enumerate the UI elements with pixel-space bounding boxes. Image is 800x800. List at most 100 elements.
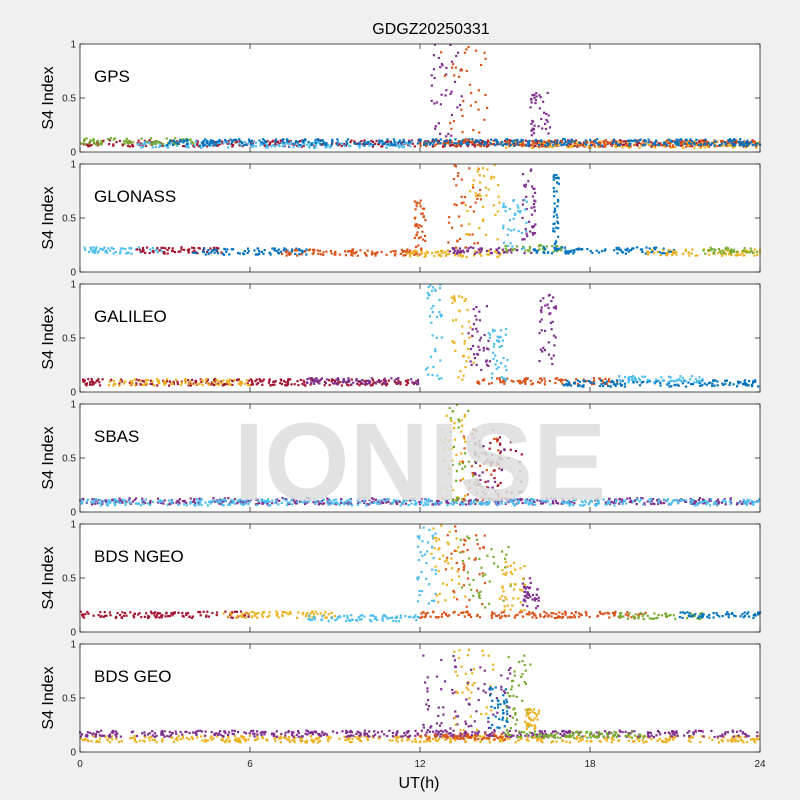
data-point bbox=[461, 114, 464, 117]
data-point bbox=[569, 250, 572, 253]
data-point bbox=[518, 611, 521, 614]
data-point bbox=[506, 139, 510, 142]
data-point bbox=[392, 138, 395, 141]
data-point bbox=[250, 139, 254, 142]
data-point bbox=[460, 452, 463, 455]
data-point bbox=[534, 140, 537, 143]
data-point bbox=[445, 612, 448, 615]
data-point bbox=[363, 501, 366, 505]
data-point bbox=[742, 498, 745, 501]
data-point bbox=[374, 142, 377, 145]
data-point bbox=[319, 378, 322, 381]
data-point bbox=[455, 496, 458, 500]
data-point bbox=[516, 204, 519, 207]
data-point bbox=[335, 383, 339, 386]
data-point bbox=[336, 144, 339, 147]
data-point bbox=[579, 144, 582, 147]
data-point bbox=[689, 378, 692, 381]
data-point bbox=[216, 252, 220, 255]
data-point bbox=[201, 144, 205, 147]
data-point bbox=[445, 500, 448, 503]
points-layer bbox=[83, 163, 762, 259]
data-point bbox=[668, 502, 671, 505]
data-point bbox=[642, 143, 645, 146]
data-point bbox=[553, 190, 556, 193]
data-point bbox=[477, 89, 480, 92]
data-point bbox=[462, 374, 465, 377]
data-point bbox=[240, 142, 243, 145]
data-point bbox=[596, 503, 599, 506]
data-point bbox=[483, 333, 486, 337]
data-point bbox=[627, 145, 630, 148]
data-point bbox=[569, 616, 572, 619]
data-point bbox=[261, 502, 264, 505]
data-point bbox=[420, 225, 423, 228]
data-point bbox=[744, 142, 748, 145]
data-point bbox=[258, 139, 261, 142]
data-point bbox=[380, 145, 383, 148]
data-point bbox=[668, 250, 671, 253]
data-point bbox=[325, 616, 328, 619]
data-point bbox=[419, 142, 422, 145]
data-point bbox=[164, 247, 167, 250]
data-point bbox=[614, 499, 617, 502]
data-point bbox=[217, 141, 220, 145]
data-point bbox=[132, 614, 135, 617]
data-point bbox=[544, 144, 547, 147]
data-point bbox=[333, 382, 336, 385]
data-point bbox=[100, 501, 103, 504]
data-point bbox=[230, 500, 233, 503]
data-point bbox=[656, 616, 659, 619]
data-point bbox=[369, 142, 372, 145]
data-point bbox=[235, 138, 238, 142]
data-point bbox=[570, 141, 573, 144]
data-point bbox=[82, 497, 85, 501]
data-point bbox=[210, 143, 214, 147]
data-point bbox=[394, 616, 397, 619]
data-point bbox=[427, 373, 430, 376]
data-point bbox=[457, 140, 461, 143]
data-point bbox=[435, 101, 438, 104]
data-point bbox=[221, 384, 224, 387]
data-point bbox=[520, 610, 523, 613]
data-point bbox=[495, 498, 498, 501]
data-point bbox=[449, 141, 452, 144]
data-point bbox=[671, 252, 674, 255]
data-point bbox=[322, 498, 325, 501]
data-point bbox=[512, 248, 515, 251]
data-point bbox=[700, 613, 703, 616]
data-point bbox=[472, 323, 475, 326]
data-point bbox=[708, 253, 711, 256]
data-point bbox=[555, 141, 559, 144]
data-point bbox=[421, 615, 424, 618]
data-point bbox=[161, 250, 164, 253]
data-point bbox=[471, 334, 474, 337]
data-point bbox=[416, 231, 419, 234]
data-point bbox=[659, 500, 662, 503]
data-point bbox=[346, 143, 349, 146]
data-point bbox=[343, 501, 346, 504]
data-point bbox=[332, 499, 335, 502]
data-point bbox=[279, 139, 282, 142]
data-point bbox=[516, 138, 519, 141]
data-point bbox=[621, 502, 624, 505]
data-point bbox=[456, 570, 459, 573]
data-point bbox=[582, 385, 585, 388]
data-point bbox=[546, 120, 549, 123]
data-point bbox=[523, 198, 526, 201]
data-point bbox=[564, 501, 567, 504]
data-point bbox=[340, 384, 343, 387]
data-point bbox=[449, 122, 452, 125]
data-point bbox=[703, 146, 706, 149]
data-point bbox=[540, 142, 543, 146]
data-point bbox=[542, 247, 545, 251]
data-point bbox=[539, 348, 542, 351]
data-point bbox=[174, 141, 177, 144]
data-point bbox=[539, 320, 542, 323]
data-point bbox=[147, 502, 150, 505]
data-point bbox=[207, 140, 210, 143]
data-point bbox=[485, 363, 489, 366]
data-point bbox=[561, 497, 564, 500]
data-point bbox=[485, 359, 488, 362]
